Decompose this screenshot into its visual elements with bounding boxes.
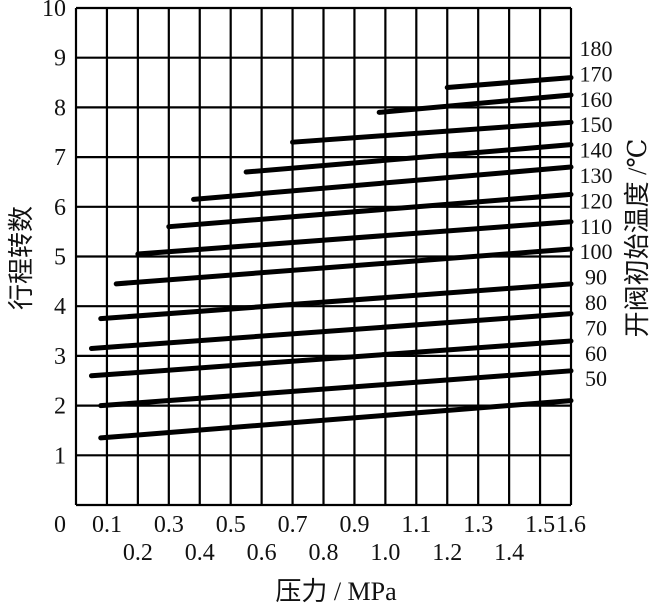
y2-tick-label: 60	[585, 341, 607, 366]
series-line-80	[88, 311, 574, 351]
y-tick-label: 6	[54, 195, 66, 221]
y2-tick-label: 100	[580, 239, 613, 264]
y-tick-label: 5	[54, 245, 66, 271]
series-line-160	[376, 92, 574, 115]
chart-series	[88, 75, 574, 441]
series-line-110	[135, 219, 574, 257]
x-tick-label: 1.1	[401, 512, 431, 538]
y2-tick-label: 70	[585, 315, 607, 340]
y-tick-label: 1	[54, 443, 66, 469]
y-tick-label: 9	[54, 46, 66, 72]
y2-tick-label: 130	[580, 163, 613, 188]
y2-tick-label: 90	[585, 265, 607, 290]
y2-tick-label: 150	[580, 112, 613, 137]
x-tick-label: 0.4	[185, 540, 215, 566]
y2-tick-label: 120	[580, 188, 613, 213]
y-tick-label: 7	[54, 145, 66, 171]
y-tick-label: 10	[42, 0, 66, 22]
x-tick-label: 0	[54, 512, 66, 538]
x-tick-label: 0.7	[278, 512, 308, 538]
x-tick-label: 0.5	[216, 512, 246, 538]
series-line-90	[98, 281, 574, 322]
y2-tick-label: 140	[580, 138, 613, 163]
y-tick-label: 3	[54, 344, 66, 370]
series-line-170	[444, 75, 574, 91]
series-line-60	[98, 368, 574, 409]
series-line-130	[191, 164, 574, 202]
y-tick-label: 8	[54, 95, 66, 121]
x-tick-label: 0.9	[339, 512, 369, 538]
y-tick-label: 2	[54, 394, 66, 420]
series-line-100	[113, 246, 574, 287]
series-line-70	[88, 338, 574, 379]
y2-axis-label: 开阀初始温度 /℃	[623, 139, 652, 338]
y2-tick-label: 50	[585, 366, 607, 391]
y-axis-label: 行程转数	[7, 206, 36, 310]
y2-tick-label: 80	[585, 290, 607, 315]
y2-tick-label: 160	[580, 87, 613, 112]
series-line-150	[290, 119, 574, 145]
x-tick-label: 1.5	[525, 512, 555, 538]
x-tick-label: 0.3	[154, 512, 184, 538]
x-tick-label: 0.6	[247, 540, 277, 566]
y2-tick-label: 180	[580, 36, 613, 61]
x-tick-label: 1.3	[463, 512, 493, 538]
x-tick-label: 1.6	[556, 512, 586, 538]
x-tick-label: 1.4	[494, 540, 524, 566]
x-tick-label: 0.1	[92, 512, 122, 538]
series-line-120	[166, 191, 574, 230]
series-line-50	[98, 398, 574, 441]
x-tick-label: 0.8	[309, 540, 339, 566]
y-tick-label: 4	[54, 294, 66, 320]
x-tick-label: 0.2	[123, 540, 153, 566]
y2-tick-label: 170	[580, 61, 613, 86]
series-line-140	[243, 142, 574, 175]
x-tick-label: 1.2	[432, 540, 462, 566]
x-axis-label: 压力 / MPa	[275, 577, 397, 606]
x-tick-label: 1.0	[370, 540, 400, 566]
y2-tick-label: 110	[580, 214, 612, 239]
